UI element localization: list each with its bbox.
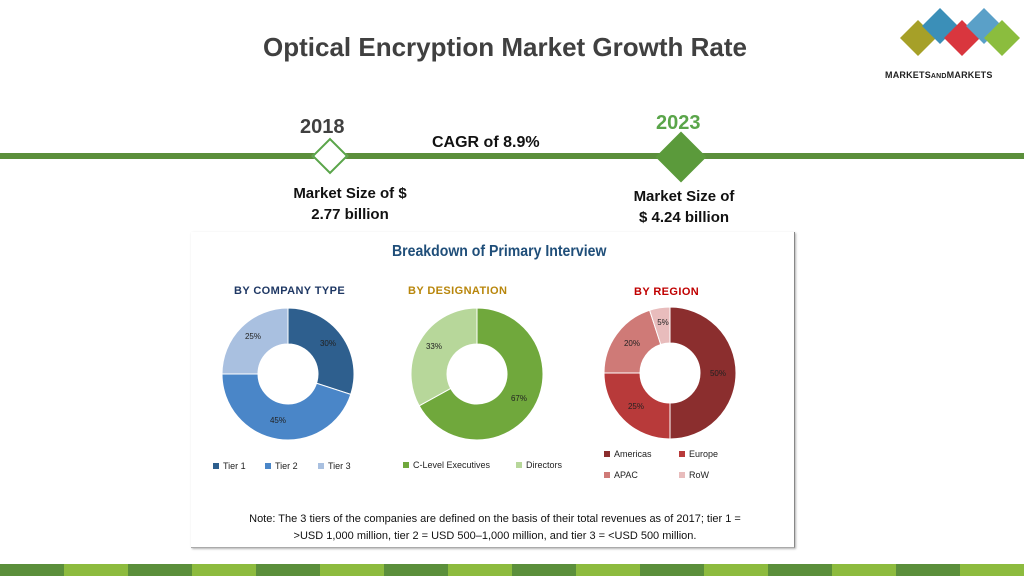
page-title: Optical Encryption Market Growth Rate [263, 32, 747, 62]
start-market-size: Market Size of $ 2.77 billion [293, 185, 407, 223]
legend-label: Directors [526, 460, 563, 470]
end-year: 2023 [656, 112, 701, 134]
footer-stripe [0, 564, 1024, 576]
start-year-marker [311, 137, 349, 175]
breakdown-title: Breakdown of Primary Interview [392, 243, 607, 260]
legend-label: Tier 3 [328, 461, 351, 471]
chart-title-company-type: BY COMPANY TYPE [234, 285, 346, 297]
legend-label: Americas [614, 449, 652, 459]
legend-item-europe: Europe [679, 449, 718, 459]
markets-and-markets-logo [900, 8, 1020, 56]
footnote: Note: The 3 tiers of the companies are d… [249, 513, 741, 542]
chart-title-region: BY REGION [634, 286, 700, 298]
legend-swatch [604, 472, 610, 478]
legend-item-tier3: Tier 3 [318, 461, 351, 471]
logo-text: MARKETSANDMARKETS [885, 70, 993, 80]
cagr-label: CAGR of 8.9% [432, 134, 540, 151]
legend-label: Europe [689, 449, 719, 459]
logo-diamond-green [984, 20, 1020, 56]
legend-item-row: RoW [679, 470, 709, 480]
legend-label: Tier 2 [275, 461, 298, 471]
timeline-bar [0, 153, 1024, 159]
legend-item-tier2: Tier 2 [265, 461, 298, 471]
legend-swatch [604, 451, 610, 457]
legend-label: C-Level Executives [413, 460, 491, 470]
legend-swatch [679, 472, 685, 478]
legend-item-directors: Directors [516, 460, 562, 470]
legend-swatch [403, 462, 409, 468]
breakdown-panel [191, 232, 795, 548]
legend-swatch [679, 451, 685, 457]
legend-label: APAC [614, 470, 638, 480]
end-market-size: Market Size of $ 4.24 billion [633, 188, 735, 226]
chart-title-designation: BY DESIGNATION [408, 285, 508, 297]
legend-item-apac: APAC [604, 470, 638, 480]
start-year: 2018 [300, 116, 345, 138]
legend-swatch [265, 463, 271, 469]
legend-item-c-level: C-Level Executives [403, 460, 490, 470]
legend-swatch [213, 463, 219, 469]
legend-swatch [516, 462, 522, 468]
legend-swatch [318, 463, 324, 469]
end-year-marker [655, 131, 707, 183]
legend-item-tier1: Tier 1 [213, 461, 246, 471]
legend-item-americas: Americas [604, 449, 652, 459]
legend-label: RoW [689, 470, 709, 480]
legend-label: Tier 1 [223, 461, 246, 471]
